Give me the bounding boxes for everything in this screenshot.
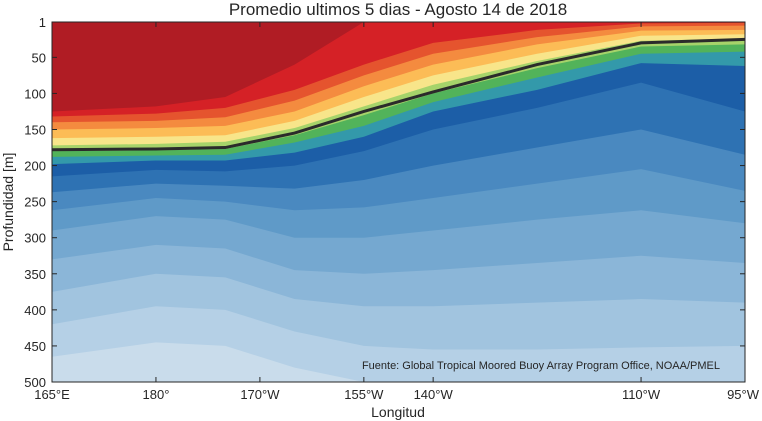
x-tick-label: 140°W [414,387,454,402]
y-tick-label: 200 [24,159,46,174]
source-annotation: Fuente: Global Tropical Moored Buoy Arra… [362,360,720,372]
x-tick-label: 180° [143,387,170,402]
y-tick-label: 300 [24,231,46,246]
contour-bands [52,22,745,382]
thermocline-line [52,37,745,152]
y-tick-label: 1 [39,15,46,30]
x-axis: 165°E 180° 170°W 155°W 140°W 110°W 95°W [34,22,760,402]
x-tick-label: 170°W [240,387,280,402]
y-tick-label: 350 [24,267,46,282]
x-axis-label: Longitud [371,404,425,420]
y-axis-label: Profundidad [m] [0,153,16,252]
y-tick-label: 450 [24,339,46,354]
y-tick-label: 100 [24,86,46,101]
x-tick-label: 110°W [622,387,661,402]
plot-frame [51,21,746,383]
y-tick-label: 250 [24,195,46,210]
contour-band [52,22,745,112]
y-tick-label: 150 [24,122,46,137]
y-tick-label: 50 [32,50,46,65]
y-tick-label: 500 [24,375,46,390]
x-tick-label: 165°E [34,387,70,402]
chart-title: Promedio ultimos 5 dias - Agosto 14 de 2… [229,0,567,19]
x-tick-label: 95°W [727,387,760,402]
y-tick-label: 400 [24,303,46,318]
x-tick-label: 155°W [344,387,384,402]
